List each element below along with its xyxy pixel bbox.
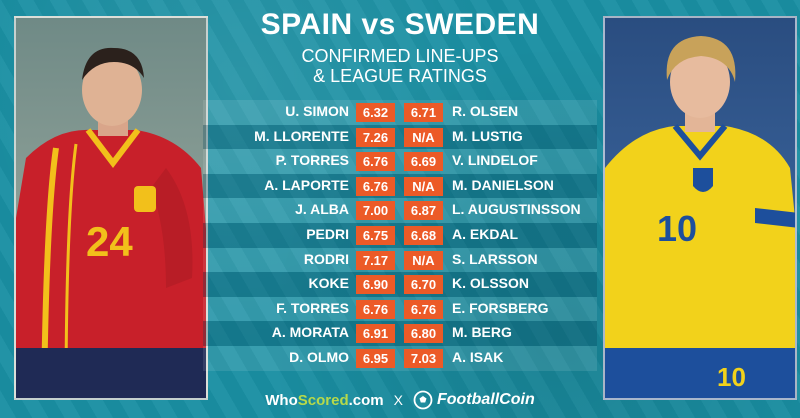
away-player-rating: 6.68 (404, 225, 443, 245)
spain-player-photo: 24 (14, 16, 208, 400)
home-player-name: M. LLORENTE (254, 127, 349, 144)
lineup-row: U. SIMON 6.32 6.71 R. OLSEN (203, 100, 597, 125)
home-player-rating: 7.00 (356, 201, 395, 221)
logo-separator: X (393, 392, 403, 408)
lineups-table: U. SIMON 6.32 6.71 R. OLSEN M. LLORENTE 7.26 N… (203, 100, 597, 371)
whoscored-scored: Scored (297, 391, 349, 409)
home-player-name: PEDRI (306, 225, 349, 242)
away-player-name: M. BERG (452, 324, 512, 341)
spain-shirt-number: 24 (86, 218, 133, 265)
away-player-rating: N/A (404, 127, 443, 147)
home-player-name: A. MORATA (271, 324, 349, 341)
spain-player-illustration (16, 47, 206, 398)
subtitle-line-2: & LEAGUE RATINGS (313, 66, 487, 86)
home-player-rating: 7.17 (356, 250, 395, 270)
whoscored-logo: Who Scored .com (265, 392, 383, 409)
away-player-name: K. OLSSON (452, 275, 530, 292)
away-player-name: R. OLSEN (452, 103, 519, 119)
home-player-rating: 6.95 (356, 348, 395, 368)
home-player-rating: 7.26 (356, 127, 395, 147)
match-subtitle: CONFIRMED LINE-UPS & LEAGUE RATINGS (200, 46, 600, 86)
lineup-row: KOKE 6.90 6.70 K. OLSSON (203, 272, 597, 297)
sweden-player-photo: 10 10 (603, 16, 797, 400)
home-player-name: RODRI (303, 250, 349, 267)
whoscored-who: Who (265, 391, 298, 409)
home-player-rating: 6.76 (356, 176, 395, 196)
lineup-row: A. LAPORTE 6.76 N/A M. DANIELSON (203, 173, 597, 199)
lineup-row: J. ALBA 7.00 6.87 L. AUGUSTINSSON (203, 198, 597, 223)
home-player-name: J. ALBA (295, 201, 349, 218)
away-player-name: L. AUGUSTINSSON (452, 201, 581, 218)
away-player-rating: 6.71 (404, 103, 443, 122)
home-player-rating: 6.76 (356, 152, 395, 172)
away-player-name: E. FORSBERG (452, 299, 549, 316)
home-player-name: A. LAPORTE (264, 176, 349, 193)
home-player-rating: 6.32 (356, 103, 395, 122)
lineup-row: P. TORRES 6.76 6.69 V. LINDELOF (203, 149, 597, 174)
away-player-rating: 7.03 (404, 348, 443, 368)
away-player-name: M. DANIELSON (452, 176, 554, 193)
home-player-name: F. TORRES (276, 299, 349, 316)
home-player-rating: 6.91 (356, 324, 395, 344)
sweden-player-illustration (605, 36, 795, 398)
away-player-rating: N/A (404, 176, 443, 196)
lineup-row: F. TORRES 6.76 6.76 E. FORSBERG (203, 296, 597, 322)
lineup-row: RODRI 7.17 N/A S. LARSSON (203, 247, 597, 273)
lineup-row: PEDRI 6.75 6.68 A. EKDAL (203, 222, 597, 248)
away-player-rating: 6.70 (404, 275, 443, 295)
home-player-name: KOKE (308, 275, 349, 292)
lineup-row: D. OLMO 6.95 7.03 A. ISAK (203, 345, 597, 371)
lineup-row: A. MORATA 6.91 6.80 M. BERG (203, 321, 597, 346)
footballcoin-text: FootballCoin (436, 391, 535, 408)
away-player-name: M. LUSTIG (452, 127, 523, 144)
subtitle-line-1: CONFIRMED LINE-UPS (301, 46, 499, 66)
away-player-name: S. LARSSON (452, 250, 538, 267)
away-player-name: V. LINDELOF (452, 152, 538, 169)
away-player-rating: 6.69 (404, 152, 443, 172)
away-player-rating: 6.87 (404, 201, 443, 221)
whoscored-com: .com (348, 391, 384, 409)
away-player-name: A. EKDAL (452, 225, 519, 242)
home-player-rating: 6.75 (356, 225, 395, 245)
sweden-shirt-number: 10 (657, 208, 698, 249)
away-player-rating: 6.80 (404, 324, 443, 344)
home-player-name: P. TORRES (275, 152, 349, 169)
home-player-name: D. OLMO (289, 348, 349, 365)
home-player-rating: 6.76 (356, 299, 395, 319)
away-player-name: A. ISAK (452, 348, 504, 365)
lineup-row: M. LLORENTE 7.26 N/A M. LUSTIG (203, 124, 597, 150)
home-player-name: U. SIMON (285, 103, 349, 119)
sweden-shorts-number: 10 (717, 362, 746, 392)
match-title: SPAIN vs SWEDEN (260, 8, 540, 41)
home-player-rating: 6.90 (356, 275, 395, 295)
away-player-rating: N/A (404, 250, 443, 270)
footer-logos: Who Scored .com X FootballCoin (230, 388, 570, 412)
football-icon (413, 390, 433, 410)
away-player-rating: 6.76 (404, 299, 443, 319)
footballcoin-logo: FootballCoin (413, 390, 535, 410)
